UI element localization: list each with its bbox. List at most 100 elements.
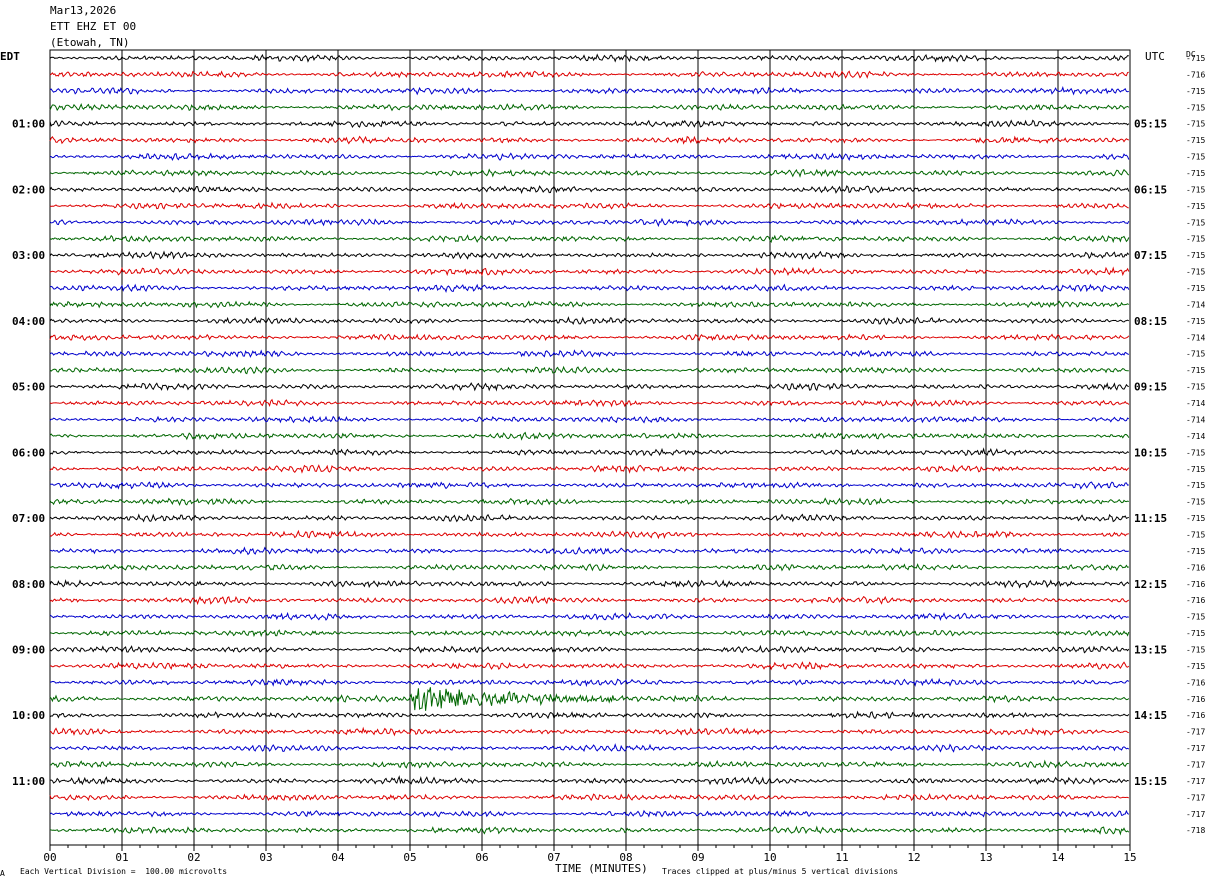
dc-offset-value: -714 [1186,399,1205,408]
x-tick-label: 13 [979,851,992,864]
right-hour-label: 06:15 [1134,183,1167,196]
dc-offset-value: -716 [1186,711,1205,720]
seismic-trace [49,825,1130,836]
right-timezone-label: UTC [1145,50,1165,63]
seismic-trace [49,529,1129,540]
seismic-trace [49,726,1129,737]
seismic-trace [49,677,1130,688]
x-axis-title: TIME (MINUTES) [555,862,648,875]
x-tick-label: 07 [547,851,560,864]
scale-note: Each Vertical Division = 100.00 microvol… [20,867,228,876]
seismic-trace [49,168,1130,178]
left-hour-label: 05:00 [12,381,45,394]
plot-date: Mar13,2026 [50,4,117,17]
dc-offset-value: -716 [1186,563,1205,572]
dc-offset-value: -714 [1186,432,1205,441]
seismic-trace [49,349,1130,358]
dc-offset-value: -715 [1186,350,1205,359]
seismic-trace [49,710,1130,720]
seismic-traces [49,53,1130,836]
dc-offset-value: -715 [1186,465,1205,474]
dc-offset-value: -715 [1186,613,1205,622]
x-tick-label: 11 [835,851,848,864]
left-hour-label: 03:00 [12,249,45,262]
dc-offset-value: -715 [1186,662,1205,671]
minute-gridlines [49,49,1131,851]
seismic-trace [49,300,1130,309]
left-hour-label: 01:00 [12,118,45,131]
seismic-trace [49,687,1130,711]
dc-offset-value: -716 [1186,695,1205,704]
seismic-trace [49,563,1129,572]
dc-offset-value: -715 [1186,153,1205,162]
seismic-trace [49,743,1130,753]
x-tick-label: 10 [763,851,776,864]
left-hour-label: 04:00 [12,315,45,328]
dc-offset-value: -716 [1186,596,1205,605]
dc-offset-value: -715 [1186,645,1205,654]
dc-offset-value: -716 [1186,580,1205,589]
dc-offset-value: -715 [1186,54,1205,63]
corner-mark: A [0,869,5,878]
x-tick-label: 05 [403,851,416,864]
x-tick-label: 09 [691,851,704,864]
dc-offset-value: -715 [1186,530,1205,539]
left-hour-label: 08:00 [12,578,45,591]
right-hour-label: 13:15 [1134,643,1167,656]
dc-offset-value: -715 [1186,268,1205,277]
seismic-trace [49,546,1129,556]
seismic-trace [49,185,1130,195]
left-hour-label: 09:00 [12,643,45,656]
seismic-trace [49,103,1130,112]
station-channel: ETT EHZ ET 00 [50,20,137,33]
dc-offset-value: -715 [1186,87,1205,96]
dc-offset-value: -717 [1186,777,1205,786]
dc-offset-value: -715 [1186,103,1205,112]
seismic-trace [49,365,1129,375]
dc-offset-value: -714 [1186,333,1205,342]
x-tick-label: 00 [43,851,56,864]
seismic-trace [50,661,1130,671]
seismic-trace [49,283,1130,293]
dc-offset-header: DC [1186,50,1196,59]
dc-offset-value: -715 [1186,251,1205,260]
left-hour-label: 02:00 [12,183,45,196]
dc-offset-value: -717 [1186,810,1205,819]
dc-offset-value: -715 [1186,629,1205,638]
seismic-trace [49,775,1129,786]
left-hour-label: 11:00 [12,775,45,788]
seismic-trace [49,316,1130,326]
dc-offset-value: -715 [1186,498,1205,507]
right-hour-label: 08:15 [1134,315,1167,328]
seismic-trace [49,629,1130,638]
plot-frame [49,49,1131,846]
dc-offset-value: -715 [1186,383,1205,392]
seismic-trace [49,481,1129,490]
dc-offset-value: -715 [1186,366,1205,375]
seismic-trace [49,579,1130,589]
x-tick-label: 06 [475,851,488,864]
dc-offset-value: -714 [1186,300,1205,309]
dc-offset-value: -716 [1186,678,1205,687]
dc-offset-value: -717 [1186,793,1205,802]
seismic-trace [49,217,1130,228]
dc-offset-value: -717 [1186,760,1205,769]
right-hour-label: 12:15 [1134,578,1167,591]
dc-offset-value: -715 [1186,169,1205,178]
dc-offset-value: -717 [1186,728,1205,737]
x-tick-label: 15 [1123,851,1136,864]
seismic-trace [49,152,1130,162]
seismic-trace [49,644,1130,654]
seismic-trace [49,398,1130,408]
dc-offset-value: -716 [1186,70,1205,79]
seismic-trace [49,431,1130,441]
seismic-trace [49,53,1129,63]
clip-note: Traces clipped at plus/minus 5 vertical … [662,867,899,876]
seismic-trace [49,595,1130,606]
x-tick-label: 04 [331,851,345,864]
seismic-trace [49,201,1129,210]
seismic-trace [49,447,1130,457]
x-tick-label: 03 [259,851,272,864]
dc-offset-value: -715 [1186,317,1205,326]
seismic-trace [49,234,1130,244]
